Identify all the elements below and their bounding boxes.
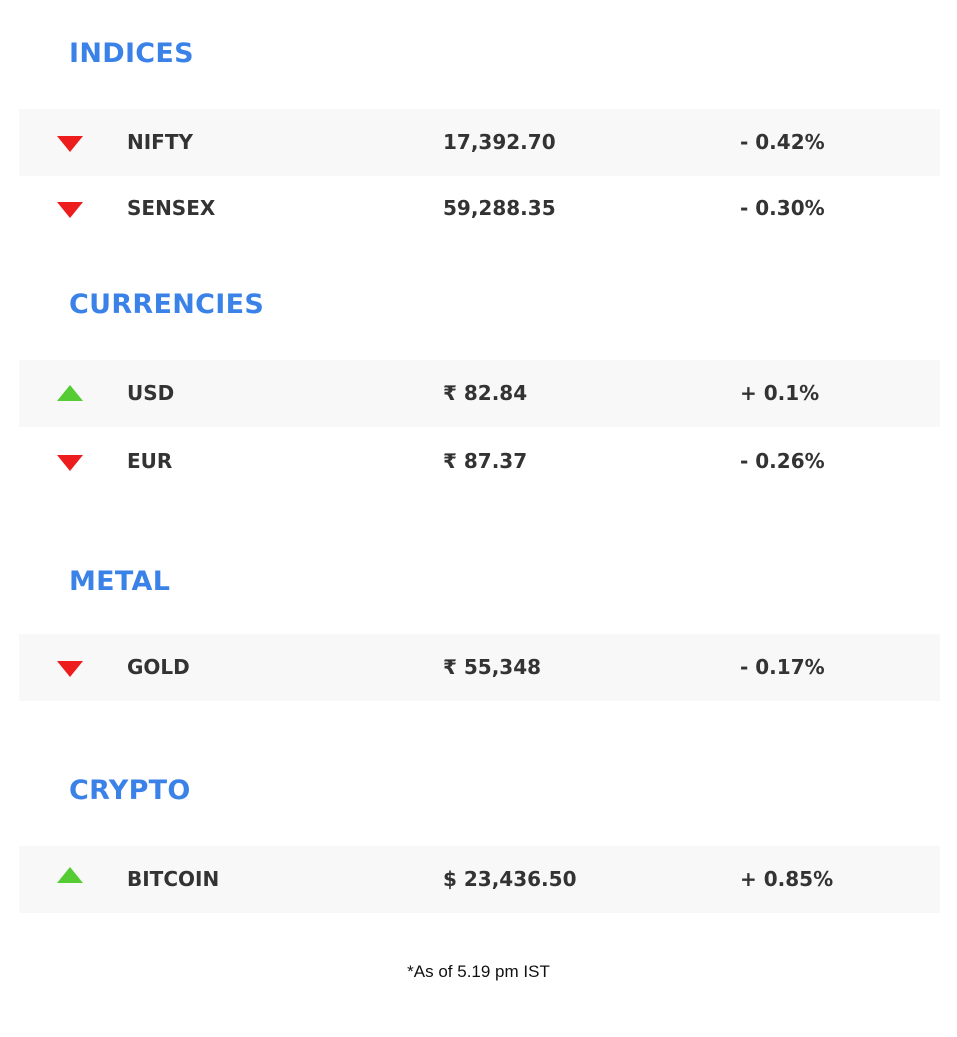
triangle-down-icon bbox=[57, 202, 83, 218]
triangle-down-icon bbox=[57, 136, 83, 152]
instrument-value: ₹ 87.37 bbox=[443, 449, 528, 473]
instrument-value: ₹ 82.84 bbox=[443, 381, 528, 405]
instrument-change: - 0.42% bbox=[740, 130, 825, 154]
instrument-name: USD bbox=[127, 381, 175, 405]
instrument-change: - 0.17% bbox=[740, 655, 825, 679]
instrument-name: NIFTY bbox=[127, 130, 193, 154]
instrument-name: GOLD bbox=[127, 655, 190, 679]
instrument-name: SENSEX bbox=[127, 196, 216, 220]
triangle-down-icon bbox=[57, 455, 83, 471]
triangle-up-icon bbox=[57, 385, 83, 401]
instrument-name: BITCOIN bbox=[127, 867, 220, 891]
triangle-down-icon bbox=[57, 661, 83, 677]
instrument-value: 59,288.35 bbox=[443, 196, 556, 220]
market-row-gold[interactable]: GOLD ₹ 55,348 - 0.17% bbox=[19, 634, 940, 701]
instrument-value: 17,392.70 bbox=[443, 130, 556, 154]
market-row-bitcoin[interactable]: BITCOIN $ 23,436.50 + 0.85% bbox=[19, 846, 940, 913]
instrument-change: - 0.26% bbox=[740, 449, 825, 473]
instrument-change: + 0.85% bbox=[740, 867, 834, 891]
section-title-crypto: CRYPTO bbox=[69, 775, 191, 806]
instrument-value: $ 23,436.50 bbox=[443, 867, 577, 891]
instrument-change: - 0.30% bbox=[740, 196, 825, 220]
market-row-usd[interactable]: USD ₹ 82.84 + 0.1% bbox=[19, 360, 940, 427]
instrument-name: EUR bbox=[127, 449, 173, 473]
section-title-indices: INDICES bbox=[69, 38, 194, 69]
section-title-metal: METAL bbox=[69, 566, 171, 597]
timestamp-footnote: *As of 5.19 pm IST bbox=[407, 962, 550, 981]
section-title-currencies: CURRENCIES bbox=[69, 289, 265, 320]
market-row-sensex[interactable]: SENSEX 59,288.35 - 0.30% bbox=[19, 175, 940, 242]
market-row-eur[interactable]: EUR ₹ 87.37 - 0.26% bbox=[19, 428, 940, 495]
market-row-nifty[interactable]: NIFTY 17,392.70 - 0.42% bbox=[19, 109, 940, 176]
triangle-up-icon bbox=[57, 867, 83, 883]
instrument-value: ₹ 55,348 bbox=[443, 655, 542, 679]
instrument-change: + 0.1% bbox=[740, 381, 820, 405]
